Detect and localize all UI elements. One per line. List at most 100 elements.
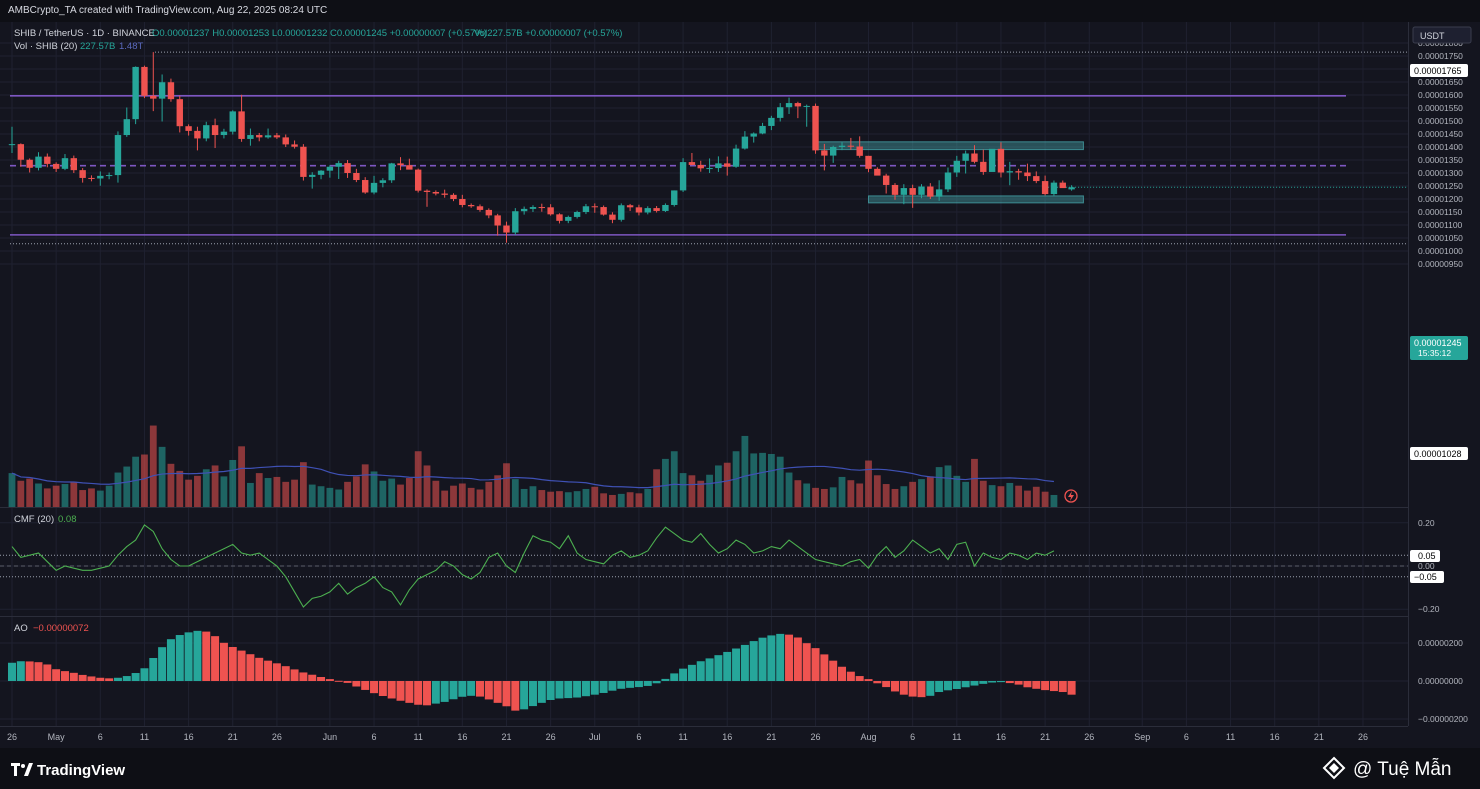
volume-bar: [158, 446, 166, 507]
volume-bar: [52, 485, 60, 507]
volume-bar: [838, 476, 846, 507]
ao-legend-label[interactable]: AO: [14, 623, 28, 634]
volume-bar: [538, 490, 546, 507]
volume-bar: [520, 488, 528, 507]
volume-bar: [176, 470, 184, 507]
candle-body: [971, 153, 978, 162]
candle-body: [388, 163, 395, 181]
volume-bar: [26, 478, 34, 507]
ao-bar: [458, 681, 467, 697]
time-axis-tick: 16: [184, 732, 194, 742]
price-axis-tick: 0.00001550: [1418, 103, 1463, 113]
symbol-legend[interactable]: SHIB / TetherUS · 1D · BINANCE: [14, 28, 155, 39]
ao-bar: [246, 654, 255, 681]
candle-body: [476, 206, 484, 210]
volume-legend-label[interactable]: Vol · SHIB (20): [14, 41, 77, 52]
candle-body: [379, 180, 387, 183]
volume-bar: [564, 492, 572, 507]
volume-bar: [935, 467, 943, 507]
price-zone[interactable]: [868, 195, 1084, 204]
volume-bar: [741, 435, 749, 507]
horizontal-levels: [0, 51, 1408, 578]
ao-bar: [643, 681, 652, 686]
ao-bar: [290, 669, 299, 681]
volume-bar: [776, 456, 784, 507]
volume-bar: [317, 486, 325, 507]
cmf-legend-label[interactable]: CMF (20): [14, 514, 54, 525]
ao-bar: [1041, 681, 1050, 691]
candle-body: [697, 164, 704, 169]
volume-bar: [17, 480, 25, 507]
time-axis-tick: 16: [1270, 732, 1280, 742]
candle-body: [370, 182, 378, 193]
ao-bar: [484, 681, 493, 700]
candle-body: [582, 206, 590, 212]
ao-bar: [961, 681, 970, 688]
ao-bar: [1049, 681, 1058, 692]
tradingview-logo-icon[interactable]: [11, 763, 33, 776]
ao-bar: [979, 681, 988, 684]
ao-bar: [855, 676, 864, 681]
time-axis-tick: Jul: [589, 732, 601, 742]
ao-bar: [634, 681, 643, 688]
price-axis-tick: 0.00001250: [1418, 181, 1463, 191]
tradingview-logo-text[interactable]: TradingView: [37, 762, 125, 779]
candle-body: [432, 191, 440, 194]
time-axis-tick: 16: [722, 732, 732, 742]
price-zone[interactable]: [815, 141, 1084, 151]
volume-bar: [96, 490, 104, 507]
candle-body: [741, 136, 749, 149]
ao-bar: [732, 648, 741, 681]
candle-body: [26, 159, 33, 168]
candle-body: [874, 168, 881, 176]
candle-body: [529, 207, 537, 209]
candle-body: [1068, 187, 1075, 190]
price-axis[interactable]: 0.000018000.000017500.000017000.00001650…: [1418, 38, 1468, 724]
ao-bar: [387, 681, 396, 699]
ao-bar: [564, 681, 573, 699]
chart-canvas[interactable]: 0.000018000.000017500.000017000.00001650…: [0, 0, 1480, 748]
price-axis-tick: 0.00001400: [1418, 142, 1463, 152]
candle-body: [150, 95, 157, 99]
candle-body: [203, 125, 210, 139]
time-axis-tick: 21: [501, 732, 511, 742]
candle-body: [821, 150, 828, 156]
ao-bar: [475, 681, 484, 697]
volume-bar: [1041, 491, 1049, 507]
volume-bar: [688, 475, 696, 507]
volume-bar: [149, 425, 157, 507]
volume-bar: [1006, 482, 1014, 507]
volume-bar: [626, 492, 634, 507]
candle-body: [750, 133, 757, 137]
volume-bar: [750, 453, 758, 507]
volume-bar: [653, 469, 660, 507]
candle-body: [247, 135, 254, 139]
candle-body: [158, 82, 166, 99]
candle-body: [123, 119, 130, 136]
volume-bar: [202, 469, 210, 507]
cmf-axis-tick: −0.20: [1418, 604, 1440, 614]
ao-bar: [626, 681, 635, 688]
ao-bar: [272, 663, 281, 681]
candle-body: [335, 163, 342, 167]
volume-bar: [352, 476, 360, 507]
time-axis-tick: 11: [952, 732, 961, 742]
time-axis[interactable]: 26 May 6 11 16 21 26 Jun 6 11 16 21 26 Jul 6 11 16 21 26 Au…: [7, 732, 1368, 742]
time-axis-tick: 21: [228, 732, 238, 742]
currency-badge[interactable]: [1412, 26, 1472, 44]
bolt-icon[interactable]: [1064, 489, 1078, 503]
time-axis-tick: 26: [1084, 732, 1094, 742]
volume-bar: [600, 493, 608, 507]
ao-bar: [361, 681, 370, 690]
ao-axis-tick: 0.00000200: [1418, 638, 1463, 648]
candle-body: [997, 148, 1005, 173]
ao-bar: [670, 673, 679, 681]
volume-bar: [79, 490, 87, 507]
volume-bar: [476, 489, 484, 507]
ao-bar: [317, 677, 326, 681]
candle-body: [450, 194, 457, 199]
time-axis-tick: 11: [140, 732, 149, 742]
ao-bar: [211, 636, 220, 681]
ao-bar: [325, 679, 334, 681]
ao-bar: [396, 681, 405, 701]
